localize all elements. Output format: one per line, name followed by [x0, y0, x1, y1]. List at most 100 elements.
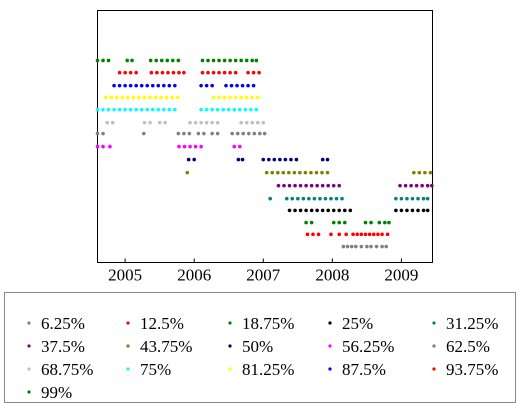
data-point [249, 107, 253, 112]
data-point [215, 120, 220, 125]
data-point [193, 144, 198, 149]
data-point [215, 107, 220, 112]
data-point [305, 232, 310, 237]
data-point [410, 208, 415, 213]
legend-marker [27, 390, 31, 394]
data-point [229, 83, 234, 88]
data-point [287, 208, 292, 213]
data-point [363, 220, 368, 225]
legend-label: 43.75% [140, 337, 192, 356]
data-point [233, 95, 238, 100]
data-point [139, 107, 144, 112]
x-tick-label: 2006 [177, 265, 211, 284]
data-point [148, 58, 153, 63]
data-point [182, 131, 186, 136]
data-point [188, 120, 192, 125]
data-point [403, 183, 408, 188]
data-point [173, 107, 177, 112]
data-point [275, 170, 280, 175]
data-point [149, 70, 154, 75]
data-point [309, 170, 313, 175]
data-point [385, 232, 390, 237]
data-point [95, 131, 100, 136]
data-point [301, 196, 306, 201]
x-tick-label: 2005 [108, 265, 142, 284]
data-point [351, 232, 355, 237]
data-point [134, 107, 138, 112]
legend-marker [328, 344, 332, 348]
data-point [325, 170, 330, 175]
data-point [108, 144, 112, 149]
data-point [409, 183, 413, 188]
data-point [342, 220, 347, 225]
data-point [334, 196, 339, 201]
legend-marker [328, 367, 332, 371]
data-point [374, 244, 379, 249]
data-point [156, 83, 161, 88]
legend-label: 68.75% [41, 360, 93, 379]
data-point [159, 95, 163, 100]
data-point [399, 196, 404, 201]
data-point [304, 220, 308, 225]
data-point [137, 95, 141, 100]
data-point [255, 120, 260, 125]
data-point [206, 58, 210, 63]
data-point [316, 232, 321, 237]
data-point [211, 58, 216, 63]
data-point [266, 157, 271, 162]
data-point [394, 208, 398, 213]
data-point [376, 232, 380, 237]
data-point [163, 120, 167, 125]
data-point [290, 196, 295, 201]
data-point [421, 196, 426, 201]
data-point [281, 170, 286, 175]
data-point [254, 58, 259, 63]
legend-marker [432, 321, 436, 325]
data-point [345, 244, 350, 249]
data-point [160, 70, 165, 75]
data-point [123, 107, 127, 112]
data-point [416, 196, 420, 201]
data-point [303, 170, 308, 175]
data-point [252, 131, 257, 136]
data-point [293, 208, 297, 213]
data-point [340, 196, 344, 201]
data-point [239, 120, 243, 125]
data-point [296, 196, 300, 201]
data-point [103, 95, 108, 100]
legend-label: 18.75% [242, 314, 294, 333]
data-point [112, 107, 116, 112]
data-point [134, 70, 138, 75]
legend-marker [126, 344, 130, 348]
data-point [270, 170, 275, 175]
data-point [239, 58, 243, 63]
data-point [425, 183, 430, 188]
data-point [420, 183, 424, 188]
data-point [405, 196, 409, 201]
data-point [298, 170, 302, 175]
data-point [166, 70, 170, 75]
data-point [383, 220, 387, 225]
data-point [233, 70, 238, 75]
data-point [128, 107, 133, 112]
data-point [156, 107, 161, 112]
data-point [304, 208, 308, 213]
data-point [150, 107, 155, 112]
data-point [251, 83, 256, 88]
data-point [202, 131, 206, 136]
data-point [145, 107, 150, 112]
data-point [233, 58, 238, 63]
data-point [159, 58, 164, 63]
data-point [239, 95, 243, 100]
data-point [101, 131, 105, 136]
legend-marker [432, 367, 436, 371]
data-point [430, 183, 434, 188]
data-point [257, 70, 261, 75]
data-point [244, 95, 249, 100]
data-point [363, 232, 368, 237]
data-point [246, 70, 250, 75]
data-point [410, 196, 415, 201]
data-point [154, 58, 159, 63]
data-point [226, 107, 231, 112]
data-point [337, 232, 342, 237]
